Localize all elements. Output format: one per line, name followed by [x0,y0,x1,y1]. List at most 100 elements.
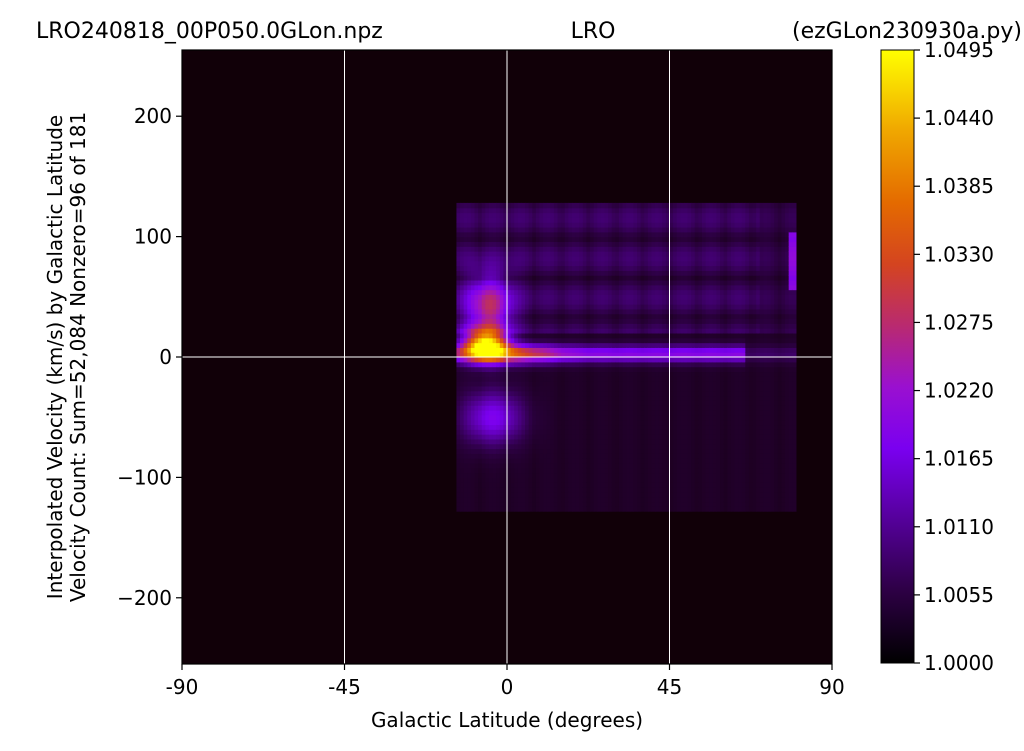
heatmap-cell [528,409,533,416]
heatmap-cell [734,318,739,324]
heatmap-cell [590,506,595,512]
heatmap-cell [499,429,504,435]
heatmap-cell [626,472,631,478]
heatmap-cell [590,308,595,315]
heatmap-cell [694,241,699,247]
heatmap-cell [470,255,476,262]
heatmap-cell [683,409,689,416]
heatmap-cell [698,217,703,223]
heatmap-cell [561,202,566,209]
heatmap-cell [694,289,699,295]
heatmap-cell [629,299,634,305]
heatmap-cell [720,424,725,430]
heatmap-cell [474,212,479,218]
heatmap-cell [615,487,620,493]
heatmap-cell [553,337,559,344]
heatmap-cell [597,487,602,493]
heatmap-cell [597,222,602,228]
heatmap-cell [637,251,642,257]
heatmap-cell [507,458,512,464]
heatmap-cell [600,270,606,276]
heatmap-cell [481,279,486,286]
heatmap-cell [665,323,671,329]
heatmap-cell [553,472,559,478]
heatmap-cell [492,448,497,454]
heatmap-cell [525,376,530,382]
heatmap-cell [611,328,616,334]
heatmap-cell [611,304,616,310]
heatmap-cell [626,352,631,358]
heatmap-cell [543,467,548,474]
heatmap-cell [720,265,725,271]
heatmap-cell [640,496,645,503]
heatmap-cell [702,424,707,430]
heatmap-cell [680,255,685,262]
heatmap-cell [467,462,472,469]
heatmap-cell [723,337,728,344]
heatmap-cell [716,472,721,478]
heatmap-cell [691,424,696,430]
heatmap-cell [460,332,465,339]
heatmap-cell [572,226,577,233]
heatmap-cell [680,419,685,426]
heatmap-cell [514,318,519,324]
heatmap-cell [485,222,490,228]
heatmap-cell [488,304,494,310]
heatmap-cell [514,251,519,257]
heatmap-cell [615,207,620,214]
heatmap-cell [528,342,533,348]
heatmap-cell [463,207,468,214]
heatmap-cell [496,414,501,421]
heatmap-cell [687,405,692,411]
heatmap-cell [514,482,519,488]
heatmap-cell [503,337,508,344]
heatmap-cell [590,453,595,459]
heatmap-cell [680,453,685,459]
heatmap-cell [535,222,541,228]
heatmap-cell [673,275,678,281]
heatmap-cell [633,385,638,392]
heatmap-cell [535,405,541,411]
heatmap-cell [467,453,472,459]
heatmap-cell [517,366,523,373]
heatmap-cell [546,501,551,507]
heatmap-cell [467,294,472,300]
heatmap-cell [618,400,624,406]
heatmap-cell [705,202,710,209]
heatmap-cell [702,448,707,454]
heatmap-cell [485,361,490,368]
heatmap-cell [546,332,551,339]
heatmap-cell [694,409,699,416]
heatmap-cell [539,294,544,300]
heatmap-cell [655,429,660,435]
heatmap-cell [647,226,653,233]
heatmap-cell [564,337,569,344]
heatmap-cell [683,318,689,324]
heatmap-cell [550,207,555,214]
heatmap-cell [651,260,656,267]
heatmap-cell [521,347,526,353]
heatmap-cell [691,506,696,512]
heatmap-cell [611,424,616,430]
heatmap-cell [720,241,725,247]
heatmap-cell [535,453,541,459]
heatmap-cell [496,453,501,459]
heatmap-cell [488,217,494,223]
heatmap-cell [716,405,721,411]
heatmap-cell [709,337,714,344]
heatmap-cell [550,448,555,454]
heatmap-cell [655,270,660,276]
heatmap-cell [720,260,725,267]
heatmap-cell [716,217,721,223]
heatmap-cell [579,275,584,281]
heatmap-cell [691,212,696,218]
heatmap-cell [550,217,555,223]
heatmap-cell [553,438,559,445]
heatmap-cell [460,265,465,271]
heatmap-cell [510,260,515,267]
heatmap-cell [525,501,530,507]
heatmap-cell [539,409,544,416]
heatmap-cell [496,506,501,512]
heatmap-cell [539,246,544,252]
heatmap-cell [568,424,573,430]
